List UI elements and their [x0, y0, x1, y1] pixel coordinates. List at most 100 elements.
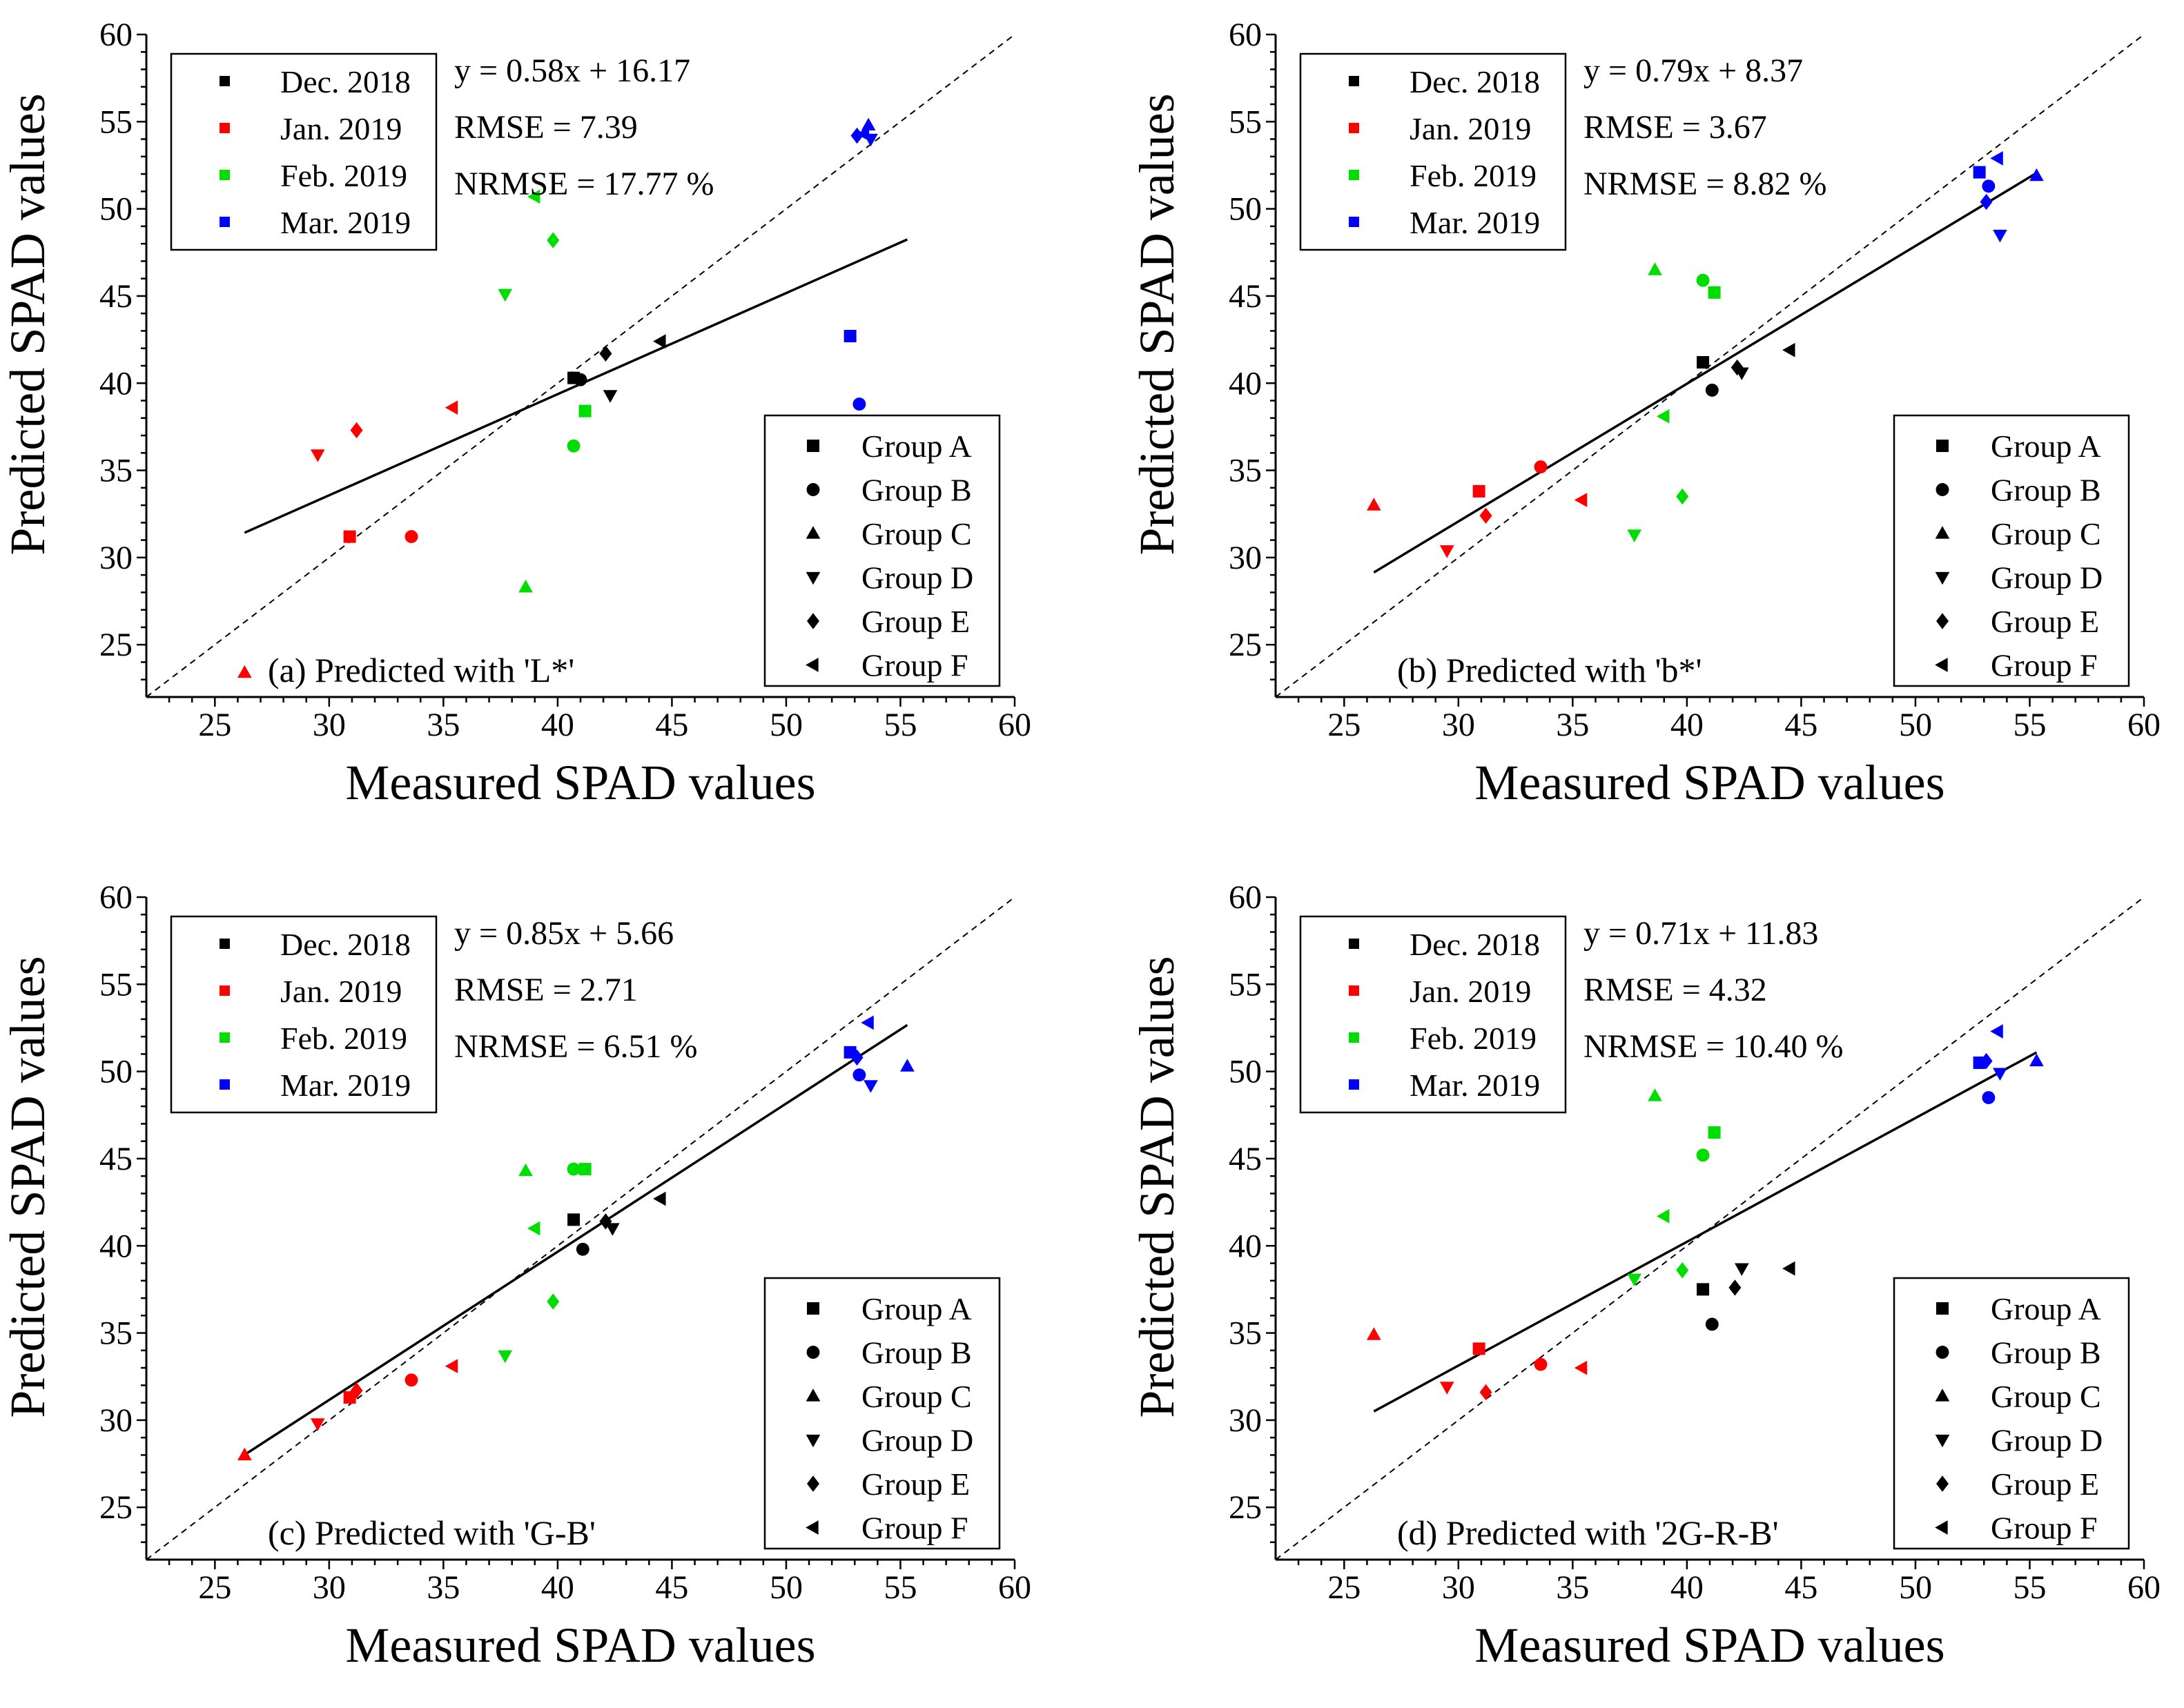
data-point: [1439, 545, 1454, 558]
data-point: [1648, 1088, 1662, 1101]
x-tick-label: 35: [427, 707, 460, 743]
y-tick-label: 45: [99, 278, 133, 315]
legend-month-label: Feb. 2019: [280, 1021, 407, 1056]
regression-equation: y = 0.79x + 8.37: [1583, 52, 1803, 89]
panel-b: 25 30 35 40 45 50 55 60 25 30 35 40 45 50 55 60 Measured…: [1129, 17, 2161, 810]
data-point: [2029, 168, 2044, 181]
y-tick-label: 55: [1229, 966, 1262, 1003]
legend-group-label: Group D: [1991, 560, 2103, 596]
legend-group-marker: [807, 613, 819, 629]
group-legend: [763, 1277, 1001, 1550]
data-point: [1734, 1263, 1749, 1276]
x-axis-label: Measured SPAD values: [345, 1618, 815, 1673]
group-legend: [763, 414, 1001, 687]
legend-group-marker: [806, 1520, 819, 1535]
legend-group-marker: [806, 571, 821, 585]
y-tick-label: 40: [1229, 365, 1262, 402]
regression-equation: y = 0.58x + 16.17: [454, 52, 690, 89]
y-tick-label: 40: [1229, 1228, 1262, 1264]
data-point: [1697, 1283, 1710, 1296]
y-tick-label: 50: [1229, 191, 1262, 228]
data-point: [861, 1015, 874, 1030]
x-tick-label: 40: [541, 1569, 574, 1606]
data-point: [350, 422, 363, 439]
y-tick-label: 25: [99, 627, 133, 663]
legend-group-label: Group B: [861, 1335, 972, 1371]
data-point: [653, 334, 666, 349]
month-legend: [1299, 52, 1567, 251]
data-point: [1705, 383, 1719, 397]
legend-group-marker: [806, 1388, 821, 1402]
data-point: [1696, 1148, 1710, 1162]
legend-group-label: Group B: [1991, 473, 2101, 508]
legend-month-swatch: [220, 123, 230, 133]
legend-group-marker: [1935, 1520, 1948, 1535]
x-axis-label: Measured SPAD values: [345, 755, 815, 810]
data-point: [445, 1359, 458, 1373]
y-tick-label: 35: [1229, 1315, 1262, 1352]
y-tick-label: 30: [99, 1402, 133, 1439]
data-point: [1993, 229, 2007, 243]
one-to-one-line: [146, 896, 1015, 1560]
nrmse-label: NRMSE = 17.77 %: [454, 166, 714, 202]
y-tick-label: 30: [1229, 1402, 1262, 1439]
x-tick-label: 40: [541, 707, 574, 743]
data-point: [653, 1191, 666, 1206]
y-tick-label: 60: [99, 17, 133, 53]
legend-group-marker: [807, 440, 819, 452]
data-point: [1479, 507, 1492, 524]
x-tick-label: 25: [198, 1569, 231, 1606]
data-point: [567, 1162, 581, 1176]
y-tick-label: 50: [1229, 1054, 1262, 1090]
data-point: [1439, 1382, 1454, 1395]
y-tick-label: 35: [99, 453, 133, 489]
legend-group-label: Group C: [861, 1379, 972, 1414]
legend-group-marker: [807, 1475, 819, 1492]
x-tick-label: 40: [1670, 1569, 1704, 1606]
x-tick-label: 30: [1442, 707, 1475, 743]
legend-month-swatch: [1349, 123, 1359, 133]
legend-month-label: Mar. 2019: [280, 1068, 411, 1103]
data-point: [1472, 1342, 1485, 1355]
y-tick-label: 55: [99, 966, 133, 1003]
legend-month-swatch: [1349, 170, 1359, 180]
y-tick-label: 30: [99, 540, 133, 576]
legend-month-label: Dec. 2018: [280, 927, 411, 962]
legend-group-label: Group B: [861, 473, 972, 508]
legend-group-label: Group D: [1991, 1423, 2103, 1458]
regression-line: [244, 238, 908, 534]
data-point: [578, 404, 592, 418]
group-legend: [1893, 1277, 2130, 1550]
month-legend: [1299, 915, 1567, 1114]
group-legend: [1893, 414, 2130, 687]
x-tick-label: 35: [427, 1569, 460, 1606]
x-tick-label: 45: [655, 707, 688, 743]
legend-group-marker: [807, 1302, 819, 1315]
data-point: [2029, 1053, 2044, 1067]
legend-group-label: Group D: [861, 560, 973, 596]
y-tick-label: 35: [99, 1315, 133, 1352]
y-tick-label: 30: [1229, 540, 1262, 576]
x-tick-label: 60: [2127, 1569, 2161, 1606]
y-tick-label: 60: [1229, 17, 1262, 53]
data-point: [900, 1059, 915, 1072]
x-axis-label: Measured SPAD values: [1474, 755, 1944, 810]
y-axis-label: Predicted SPAD values: [0, 956, 55, 1417]
x-tick-label: 55: [884, 1569, 917, 1606]
panel-d: 25 30 35 40 45 50 55 60 25 30 35 40 45 50 55 60 Measured…: [1129, 879, 2161, 1673]
x-tick-label: 40: [1670, 707, 1704, 743]
data-point: [1656, 409, 1670, 424]
data-point: [1990, 1024, 2003, 1039]
data-point: [498, 1350, 513, 1364]
data-point: [1472, 484, 1485, 498]
legend-group-marker: [1935, 1388, 1950, 1402]
legend-month-label: Mar. 2019: [1410, 205, 1540, 240]
legend-group-label: Group D: [861, 1423, 973, 1458]
data-point: [1980, 1052, 1993, 1070]
data-point: [518, 580, 533, 593]
legend-month-swatch: [1349, 1079, 1359, 1090]
legend-group-label: Group F: [861, 1511, 968, 1546]
data-point: [850, 1049, 864, 1066]
data-point: [599, 1213, 612, 1230]
legend-group-label: Group F: [1991, 1511, 2098, 1546]
